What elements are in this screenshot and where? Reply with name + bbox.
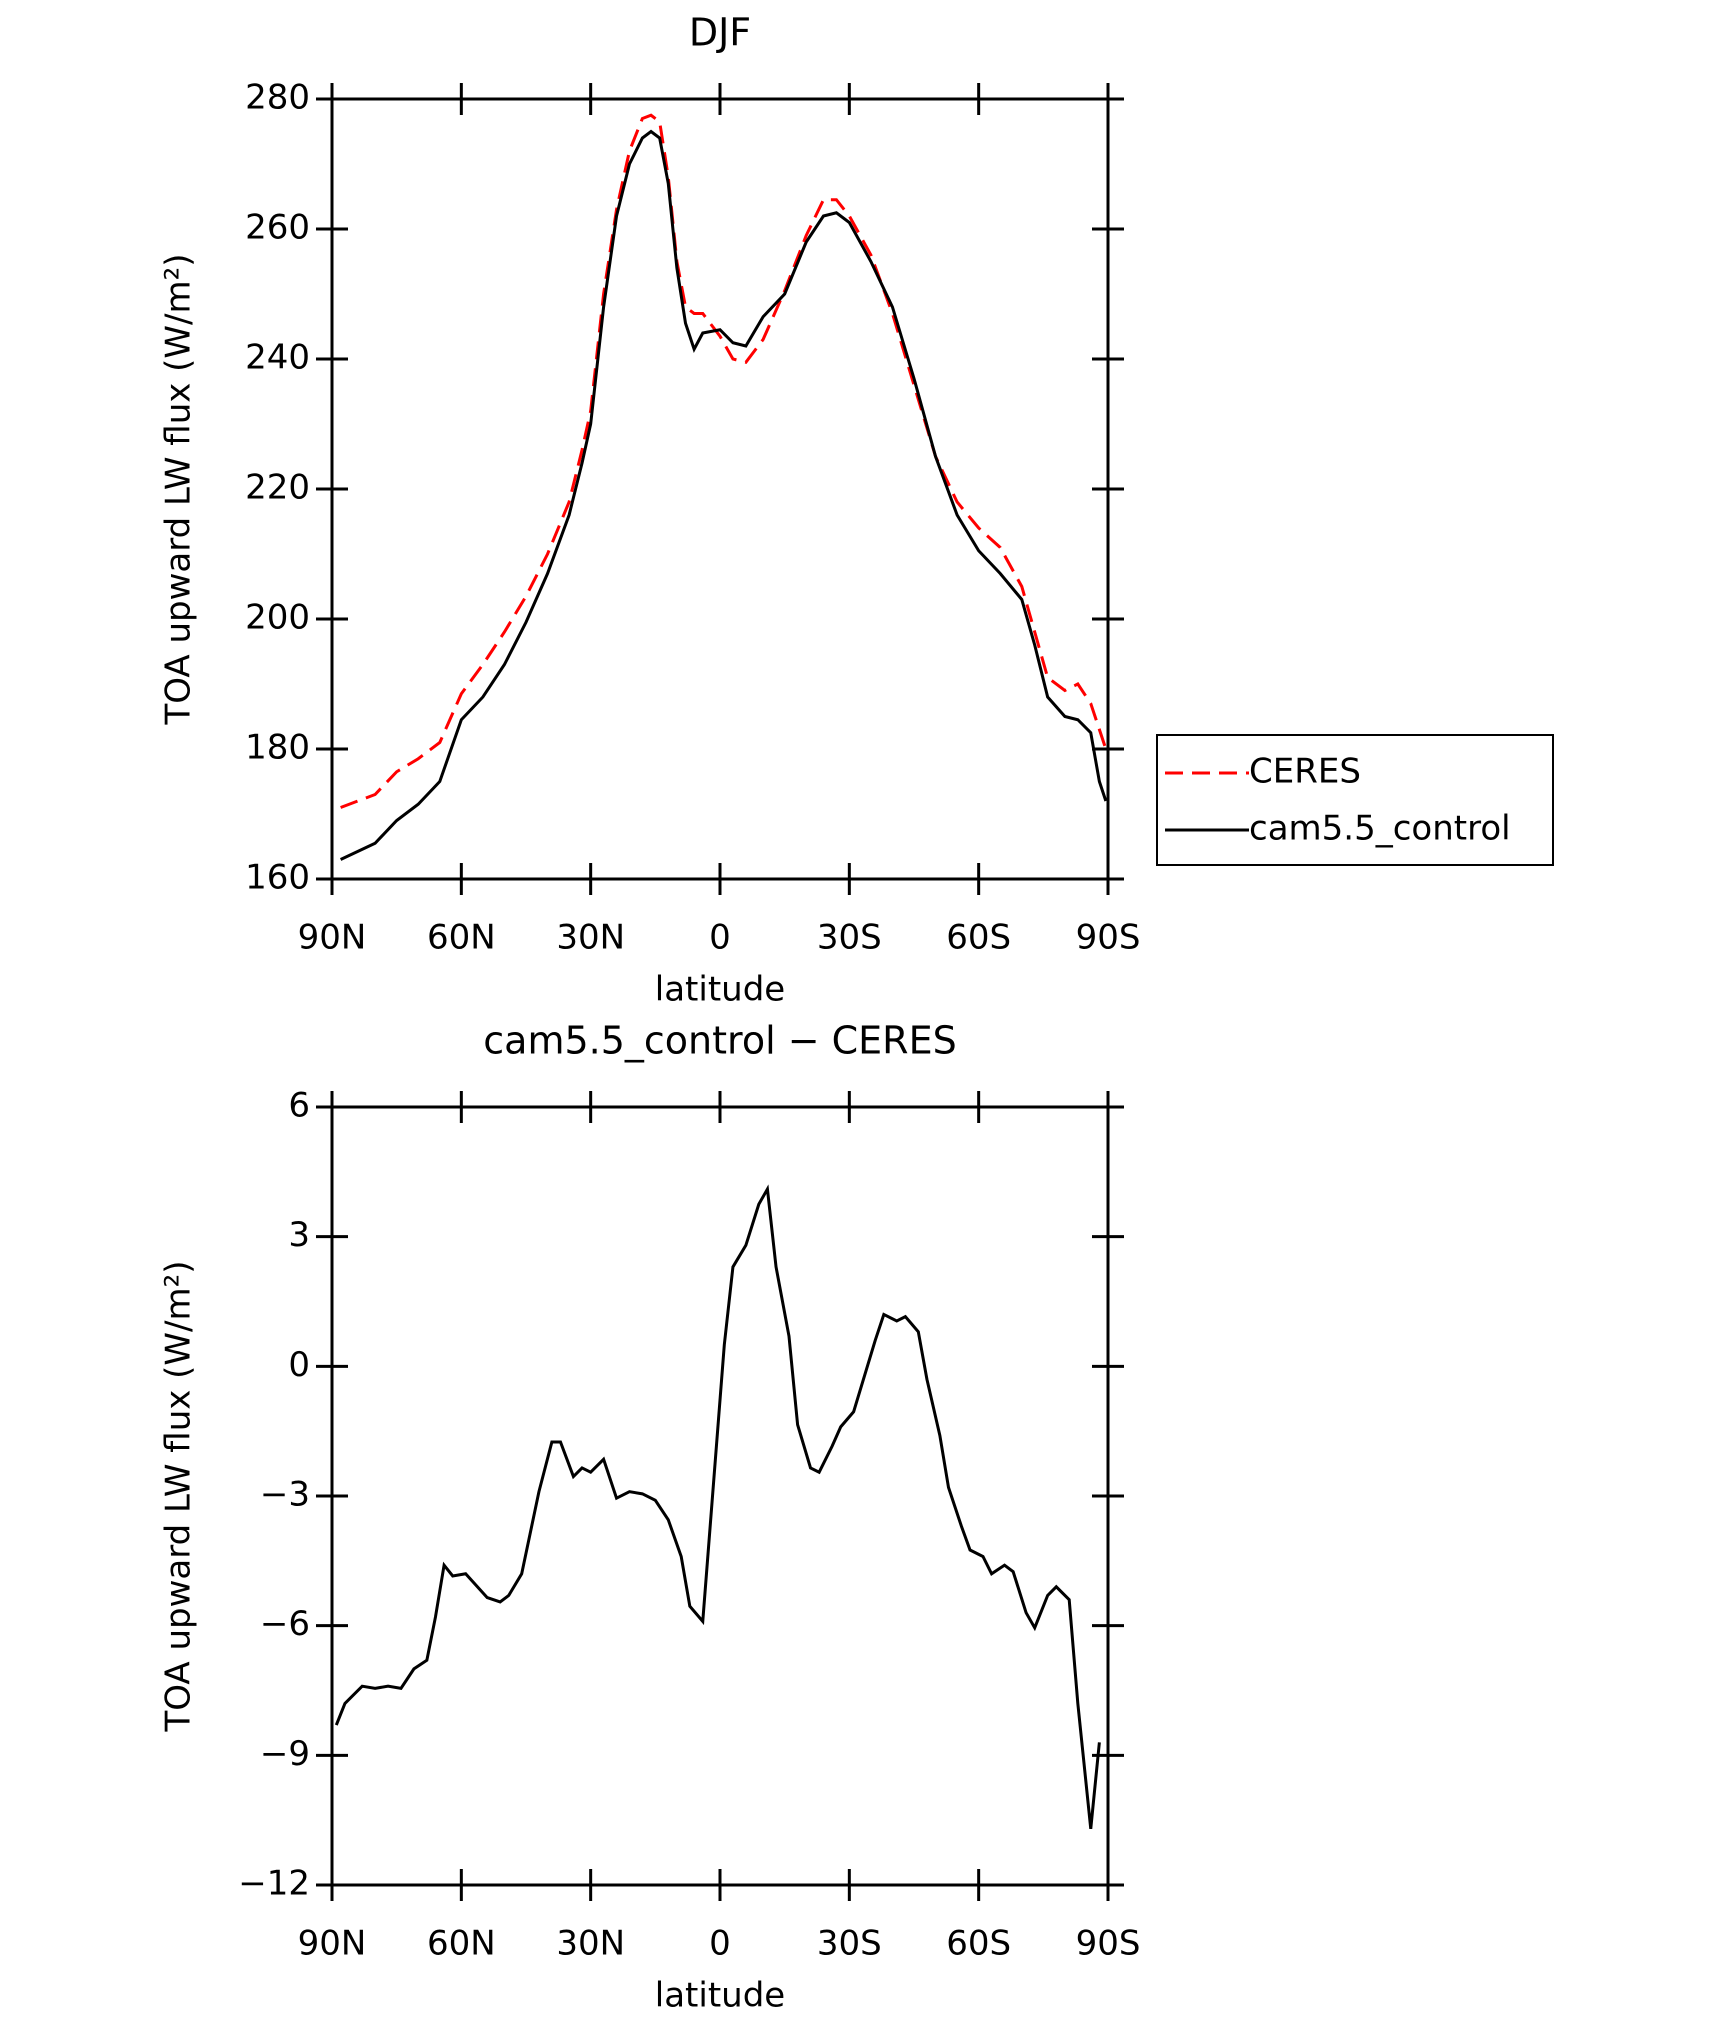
y-tick-label: 280 [245, 78, 310, 118]
chart-title: cam5.5_control − CERES [483, 1019, 956, 1063]
data-line [340, 113, 1108, 809]
y-tick-label: 240 [245, 338, 310, 378]
x-tick-label: 90N [298, 918, 367, 958]
legend-label: cam5.5_control [1249, 809, 1511, 849]
x-tick-label: 30S [817, 918, 882, 958]
y-tick-label: 180 [245, 728, 310, 768]
plot-frame [330, 1105, 1110, 1887]
x-tick-label: 60N [427, 1924, 496, 1964]
plot-frame [330, 97, 1110, 881]
y-tick-label: −6 [260, 1604, 310, 1644]
x-axis-label: latitude [655, 970, 785, 1010]
chart-title: DJF [689, 11, 751, 55]
x-tick-label: 30S [817, 1924, 882, 1964]
y-tick-label: −3 [260, 1475, 310, 1515]
legend-label: CERES [1249, 752, 1361, 792]
y-tick-label: 220 [245, 468, 310, 508]
y-tick-label: 6 [288, 1086, 310, 1126]
x-tick-label: 30N [556, 918, 625, 958]
y-axis-label: TOA upward LW flux (W/m²) [159, 1260, 199, 1732]
data-line [339, 129, 1108, 861]
x-tick-label: 30N [556, 1924, 625, 1964]
legend-box [1156, 734, 1554, 866]
x-tick-label: 0 [709, 918, 731, 958]
y-tick-label: 3 [288, 1215, 310, 1255]
y-tick-label: 160 [245, 858, 310, 898]
y-tick-label: 260 [245, 208, 310, 248]
y-tick-label: 0 [288, 1345, 310, 1385]
y-axis-label: TOA upward LW flux (W/m²) [159, 253, 199, 725]
x-tick-label: 60S [946, 1924, 1011, 1964]
x-tick-label: 90N [298, 1924, 367, 1964]
y-tick-label: −12 [238, 1864, 310, 1904]
x-axis-label: latitude [655, 1976, 785, 2016]
x-tick-label: 90S [1076, 1924, 1141, 1964]
y-tick-label: 200 [245, 598, 310, 638]
y-tick-label: −9 [260, 1734, 310, 1774]
x-tick-label: 0 [709, 1924, 731, 1964]
x-tick-label: 90S [1076, 918, 1141, 958]
x-tick-label: 60S [946, 918, 1011, 958]
x-tick-label: 60N [427, 918, 496, 958]
data-line [334, 1184, 1101, 1829]
